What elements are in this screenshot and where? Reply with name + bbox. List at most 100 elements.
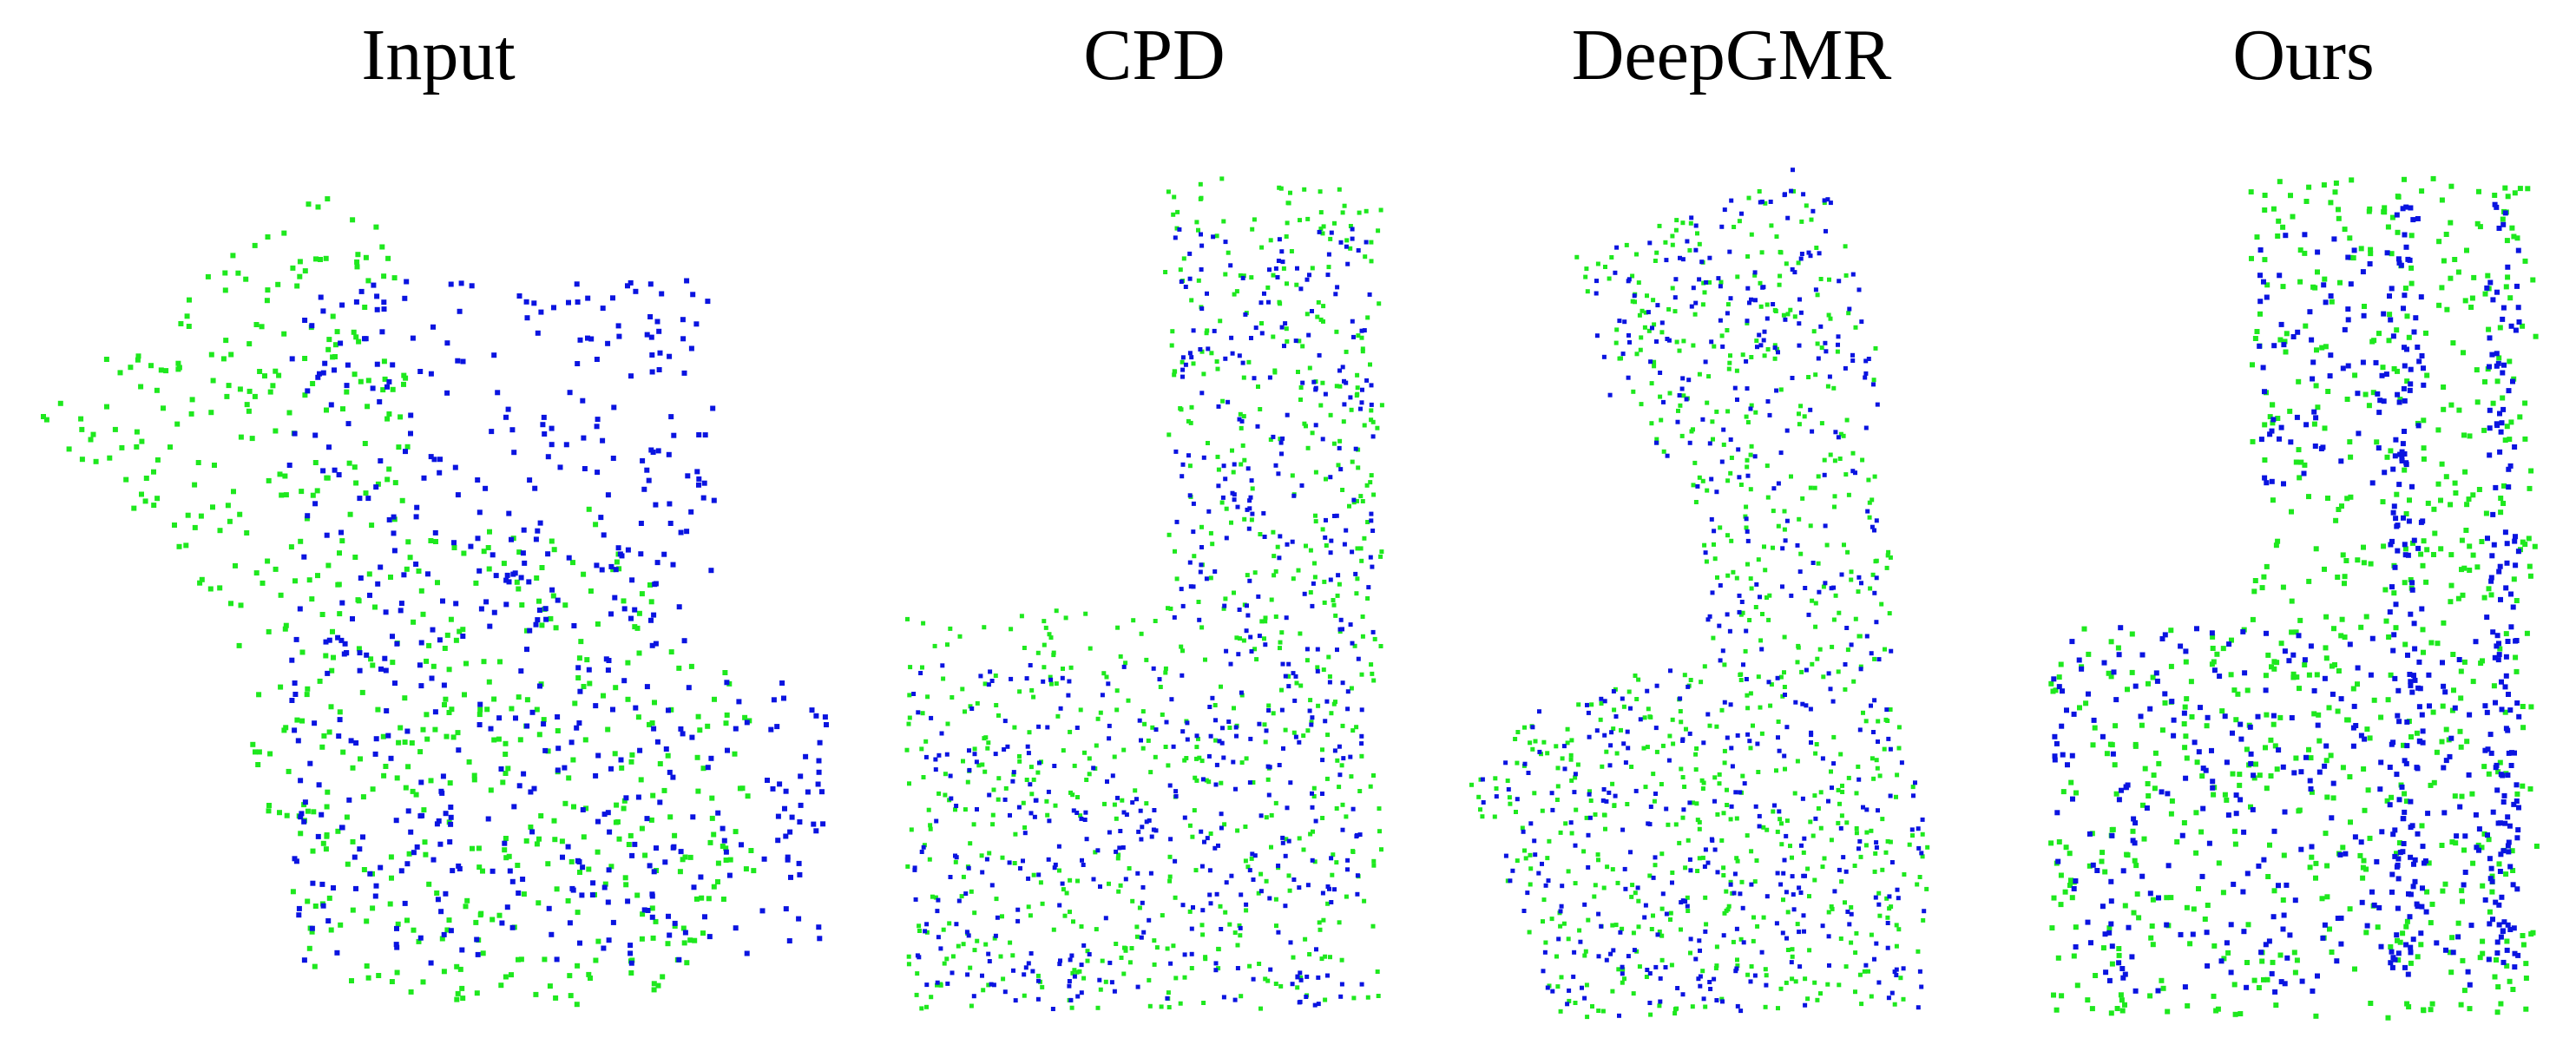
point <box>742 714 748 720</box>
point <box>1782 670 1786 675</box>
point <box>1654 749 1659 754</box>
point <box>2178 931 2184 937</box>
point <box>1339 957 1344 963</box>
point <box>575 675 582 680</box>
point <box>1813 601 1818 606</box>
point <box>1232 462 1237 467</box>
point <box>1263 976 1268 982</box>
point <box>1818 790 1824 795</box>
point <box>1693 956 1699 962</box>
point <box>1271 529 1276 535</box>
point <box>404 279 410 285</box>
point <box>205 273 211 279</box>
point <box>1611 726 1616 732</box>
point <box>328 704 334 710</box>
point <box>2362 736 2368 742</box>
point <box>309 596 315 602</box>
point <box>1680 992 1686 997</box>
point <box>1843 662 1848 667</box>
point <box>751 868 757 874</box>
point <box>2073 924 2079 930</box>
point <box>1199 232 1203 237</box>
point <box>1586 864 1591 870</box>
point <box>1680 898 1686 904</box>
point <box>1703 929 1708 934</box>
point <box>2500 395 2506 401</box>
point <box>921 621 926 626</box>
point <box>1199 391 1205 396</box>
point <box>1844 820 1850 825</box>
point <box>1315 647 1320 652</box>
point <box>429 675 435 681</box>
point <box>1659 933 1665 938</box>
point <box>335 634 341 641</box>
point <box>2400 441 2406 447</box>
point <box>1355 546 1360 551</box>
point <box>411 927 417 933</box>
point <box>1745 464 1750 470</box>
point <box>2431 506 2437 512</box>
point <box>2481 764 2487 770</box>
point <box>292 680 298 686</box>
point <box>1707 279 1712 285</box>
point <box>2481 595 2487 601</box>
point <box>924 1004 929 1009</box>
point <box>2343 558 2349 563</box>
point <box>907 781 911 786</box>
point <box>1757 824 1762 829</box>
point <box>1342 542 1347 547</box>
point <box>1354 591 1359 596</box>
point <box>2164 895 2170 901</box>
point <box>325 789 331 795</box>
point <box>1563 821 1568 826</box>
point <box>1827 374 1832 379</box>
point <box>2069 639 2075 645</box>
point <box>1247 578 1252 583</box>
point <box>2228 672 2234 678</box>
point <box>237 511 243 517</box>
point <box>457 628 463 634</box>
point <box>1838 936 1843 941</box>
point <box>1725 787 1729 792</box>
point <box>1814 246 1819 250</box>
point <box>1252 376 1257 381</box>
point <box>2501 919 2507 925</box>
point <box>1469 782 1474 787</box>
point <box>523 299 529 305</box>
point <box>134 429 140 435</box>
point <box>2335 575 2341 580</box>
point <box>1583 949 1588 954</box>
point <box>2396 840 2402 846</box>
point <box>315 374 321 380</box>
point <box>2494 939 2500 945</box>
point <box>521 891 527 897</box>
point <box>1792 791 1797 796</box>
point <box>1729 804 1734 809</box>
point <box>1885 553 1890 558</box>
point <box>2200 805 2206 812</box>
point <box>2263 673 2269 679</box>
point <box>1652 364 1657 369</box>
point <box>428 778 434 784</box>
point <box>273 428 279 434</box>
point <box>1135 984 1140 989</box>
point <box>2409 483 2415 490</box>
point <box>1797 321 1802 326</box>
point <box>318 294 324 300</box>
point <box>2470 492 2476 498</box>
point <box>1506 787 1511 792</box>
point <box>420 726 426 733</box>
point <box>2270 497 2276 503</box>
point <box>2502 437 2508 444</box>
point <box>2442 689 2448 695</box>
point <box>419 812 425 818</box>
point <box>267 389 273 395</box>
point <box>625 696 631 702</box>
point <box>1693 300 1699 306</box>
point <box>1744 628 1749 634</box>
point <box>1719 333 1725 338</box>
point <box>647 863 653 869</box>
point <box>1297 739 1302 745</box>
point <box>2363 866 2369 872</box>
point <box>1371 863 1377 868</box>
